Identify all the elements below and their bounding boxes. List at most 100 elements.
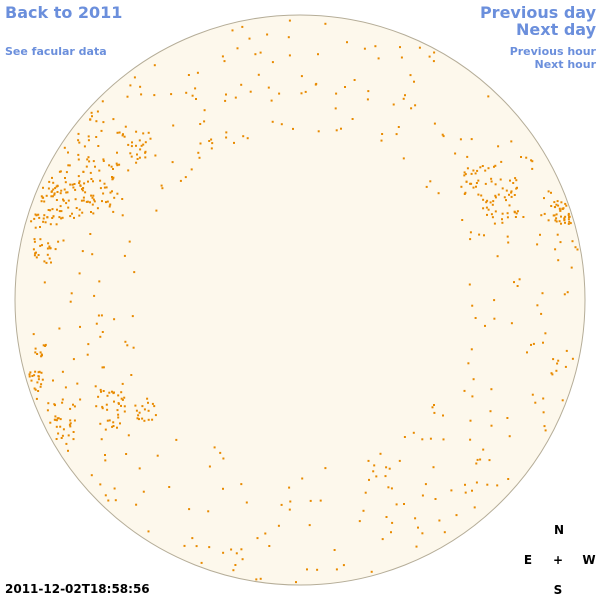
- facula: [116, 192, 119, 195]
- facula: [86, 158, 89, 161]
- facula: [108, 205, 111, 208]
- next-hour-link[interactable]: Next hour: [534, 58, 597, 71]
- facula: [234, 96, 237, 99]
- facula: [565, 204, 568, 207]
- facula: [52, 181, 55, 184]
- facula: [254, 53, 257, 56]
- facula: [46, 216, 49, 219]
- facula: [240, 483, 243, 486]
- facula: [559, 209, 562, 212]
- facula: [506, 216, 509, 219]
- facula: [385, 516, 388, 518]
- facula: [510, 195, 513, 198]
- facula: [414, 517, 417, 520]
- facula: [513, 194, 516, 196]
- facula: [235, 552, 238, 555]
- facula: [415, 545, 418, 548]
- facula: [200, 561, 203, 564]
- facula: [432, 60, 435, 63]
- facula: [143, 408, 146, 411]
- facula: [432, 466, 435, 469]
- next-day-link[interactable]: Next day: [516, 20, 596, 39]
- facula: [501, 218, 503, 221]
- facula: [463, 389, 466, 392]
- facula: [94, 165, 96, 168]
- facula: [118, 131, 121, 134]
- facula: [121, 398, 124, 401]
- facula: [135, 409, 138, 412]
- facula: [425, 185, 428, 188]
- facula: [54, 415, 57, 418]
- previous-hour-link[interactable]: Previous hour: [509, 45, 596, 58]
- facula: [532, 342, 535, 345]
- facula: [484, 169, 487, 172]
- facula: [111, 177, 114, 180]
- facula: [208, 140, 211, 142]
- facula: [54, 248, 57, 251]
- facula: [75, 207, 78, 209]
- facula: [123, 410, 126, 413]
- facula: [44, 221, 47, 224]
- facula: [95, 136, 98, 138]
- facula: [472, 169, 475, 172]
- facula: [155, 209, 158, 212]
- facula: [97, 395, 100, 398]
- facular-data-link[interactable]: See facular data: [5, 45, 107, 58]
- facula: [197, 151, 200, 154]
- facula: [442, 414, 444, 417]
- facula: [51, 208, 54, 211]
- facula: [106, 419, 109, 422]
- facula: [70, 292, 73, 295]
- facula: [368, 478, 370, 481]
- facula: [433, 404, 435, 406]
- back-year-link[interactable]: Back to 2011: [5, 3, 123, 22]
- facula: [340, 127, 342, 130]
- facula: [87, 180, 89, 183]
- facula: [100, 438, 103, 441]
- facula: [153, 405, 156, 408]
- facula: [60, 210, 63, 213]
- facula: [506, 235, 509, 238]
- facula: [49, 421, 52, 424]
- facula: [55, 199, 58, 201]
- facula: [233, 141, 235, 144]
- facula: [81, 211, 84, 214]
- facula: [86, 200, 89, 203]
- facula: [154, 154, 157, 157]
- facula: [97, 314, 100, 317]
- facula: [104, 428, 107, 431]
- facula: [116, 151, 118, 154]
- facula: [106, 408, 109, 411]
- facula: [36, 381, 39, 384]
- facula: [542, 411, 545, 414]
- facula: [59, 192, 62, 195]
- facula: [530, 343, 532, 346]
- facula: [484, 324, 486, 327]
- facula: [122, 133, 124, 136]
- facula: [460, 185, 463, 188]
- facula: [77, 139, 80, 142]
- facula: [77, 132, 80, 135]
- facula: [83, 145, 86, 148]
- facula: [81, 188, 83, 191]
- facula: [240, 548, 243, 551]
- facula: [113, 400, 115, 403]
- facula: [372, 470, 375, 473]
- facula: [487, 208, 490, 211]
- facula: [367, 459, 370, 462]
- facula: [471, 489, 473, 492]
- facula: [59, 425, 62, 428]
- facula: [288, 486, 291, 489]
- facula: [147, 530, 150, 533]
- facula: [91, 196, 94, 199]
- previous-day-link[interactable]: Previous day: [479, 3, 596, 22]
- facula: [520, 156, 522, 158]
- facula: [351, 118, 354, 120]
- facula: [219, 451, 222, 454]
- facula: [280, 123, 283, 126]
- facula: [503, 196, 506, 199]
- facula: [399, 46, 401, 49]
- facula: [539, 233, 541, 236]
- facula: [59, 170, 62, 173]
- facula: [100, 314, 103, 317]
